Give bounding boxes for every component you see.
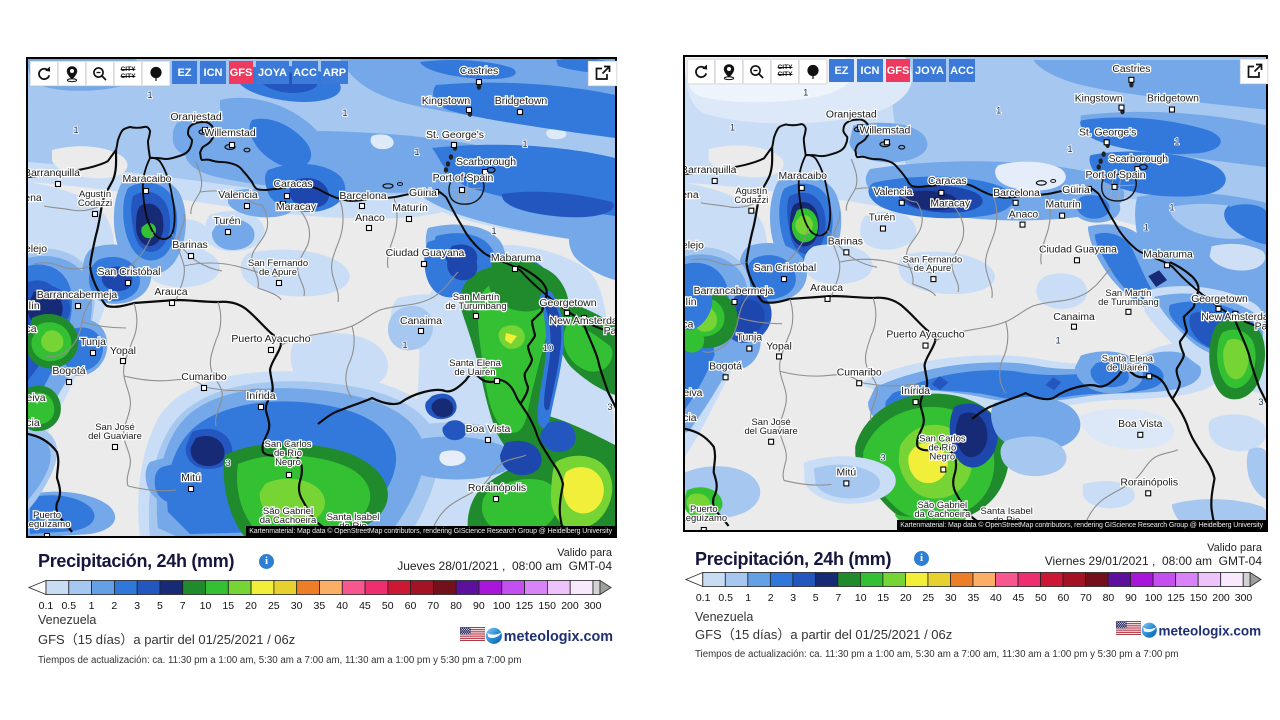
svg-text:1: 1 bbox=[1169, 202, 1174, 213]
svg-text:10: 10 bbox=[543, 343, 554, 354]
svg-text:meteologix.com: meteologix.com bbox=[1158, 623, 1261, 638]
svg-text:meteologix.com: meteologix.com bbox=[504, 629, 613, 645]
